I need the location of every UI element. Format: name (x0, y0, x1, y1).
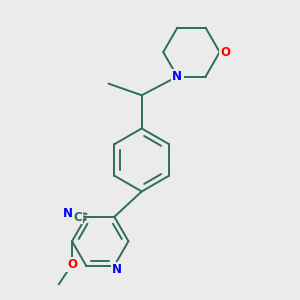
Text: N: N (63, 206, 73, 220)
Text: O: O (220, 46, 231, 59)
Text: N: N (172, 70, 182, 83)
Text: C: C (73, 211, 82, 224)
Text: N: N (112, 263, 122, 276)
Text: O: O (67, 258, 77, 271)
